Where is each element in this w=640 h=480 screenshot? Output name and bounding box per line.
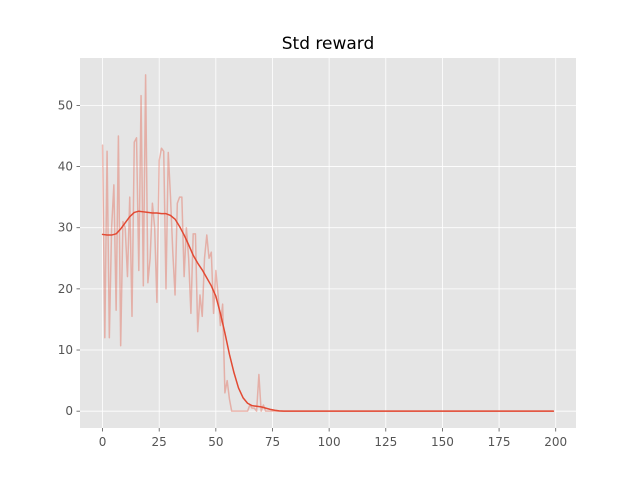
x-tick-label: 25 — [152, 435, 167, 449]
x-tick-label: 200 — [544, 435, 567, 449]
x-tick-label: 150 — [431, 435, 454, 449]
chart-title: Std reward — [282, 34, 375, 54]
x-tick-label: 50 — [208, 435, 223, 449]
y-tick-label: 0 — [65, 404, 73, 418]
smoothed-series-line — [101, 210, 555, 412]
y-tick-label: 10 — [58, 343, 73, 357]
y-tick-label: 20 — [58, 282, 73, 296]
plot-area — [80, 58, 576, 428]
x-tick-label: 75 — [265, 435, 280, 449]
x-tick-label: 0 — [99, 435, 107, 449]
series-group — [101, 74, 555, 412]
y-tick-label: 40 — [58, 160, 73, 174]
x-tick-label: 175 — [488, 435, 511, 449]
ticks-group: 0 25 50 75 100 125 150 175 200 0 10 20 30 40 50 — [58, 98, 567, 449]
y-tick-label: 30 — [58, 221, 73, 235]
x-tick-label: 125 — [374, 435, 397, 449]
x-tick-label: 100 — [318, 435, 341, 449]
grid — [80, 58, 576, 428]
y-tick-label: 50 — [58, 98, 73, 112]
